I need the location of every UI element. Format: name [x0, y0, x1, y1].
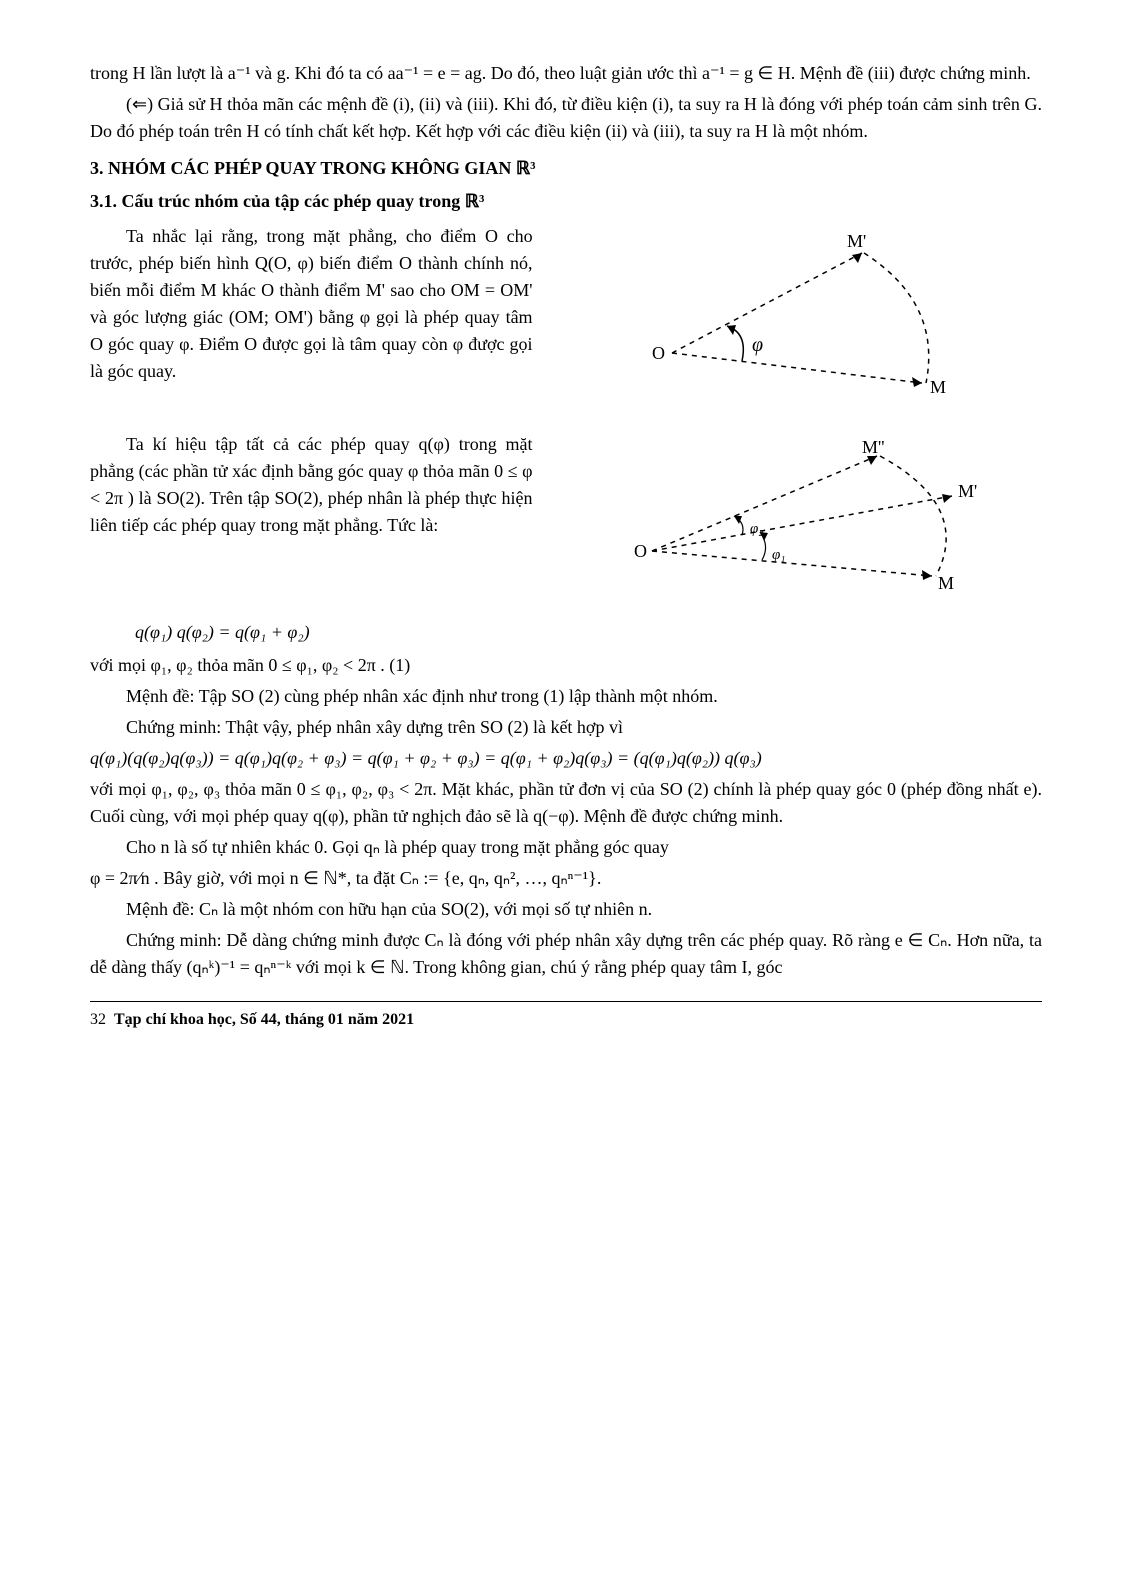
block1-text: Ta nhắc lại rằng, trong mặt phẳng, cho đ…	[90, 223, 533, 385]
page-footer: 32 Tạp chí khoa học, Số 44, tháng 01 năm…	[90, 1001, 1042, 1032]
equation-chain: q(φ₁)(q(φ₂)q(φ₃)) = q(φ₁)q(φ₂ + φ₃) = q(…	[90, 745, 1042, 772]
fig1-label-Mprime: M'	[847, 231, 866, 251]
block-1: Ta nhắc lại rằng, trong mặt phẳng, cho đ…	[90, 223, 1042, 423]
fig2-label-O: O	[634, 541, 647, 561]
fig2-label-Mpp: M''	[862, 437, 885, 457]
journal-title: Tạp chí khoa học, Số 44, tháng 01 năm 20…	[114, 1011, 414, 1028]
equation-1-tail: với mọi φ₁, φ₂ thỏa mãn 0 ≤ φ₁, φ₂ < 2π …	[90, 652, 1042, 679]
rotation-diagram-2: O M M' M'' φ₁ φ₂	[622, 431, 982, 611]
fig1-label-phi: φ	[752, 334, 763, 356]
block2-text: Ta kí hiệu tập tất cả các phép quay q(φ)…	[90, 431, 533, 539]
fig2-label-phi1: φ₁	[772, 547, 786, 563]
para-cn-eq: φ = 2π⁄n . Bây giờ, với mọi n ∈ ℕ*, ta đ…	[90, 865, 1042, 892]
fig1-label-O: O	[652, 343, 665, 363]
chungminh-1-body: với mọi φ₁, φ₂, φ₃ thỏa mãn 0 ≤ φ₁, φ₂, …	[90, 776, 1042, 830]
para-intro-1: trong H lần lượt là a⁻¹ và g. Khi đó ta …	[90, 60, 1042, 87]
menhde-1: Mệnh đề: Tập SO (2) cùng phép nhân xác đ…	[90, 683, 1042, 710]
rotation-diagram-1: O M M' φ	[642, 223, 962, 423]
chungminh-1-intro: Chứng minh: Thật vậy, phép nhân xây dựng…	[90, 714, 1042, 741]
fig2-label-phi2: φ₂	[750, 521, 764, 537]
chungminh-2: Chứng minh: Dễ dàng chứng minh được Cₙ l…	[90, 927, 1042, 981]
equation-1: q(φ₁) q(φ₂) = q(φ₁ + φ₂)	[90, 619, 1042, 646]
para-cn-intro: Cho n là số tự nhiên khác 0. Gọi qₙ là p…	[90, 834, 1042, 861]
block-2: Ta kí hiệu tập tất cả các phép quay q(φ)…	[90, 431, 1042, 611]
section-3-heading: 3. NHÓM CÁC PHÉP QUAY TRONG KHÔNG GIAN ℝ…	[90, 155, 1042, 182]
fig2-label-M: M	[938, 573, 954, 593]
fig1-label-M: M	[930, 377, 946, 397]
page-number: 32	[90, 1011, 106, 1028]
para-intro-2: (⇐) Giả sử H thỏa mãn các mệnh đề (i), (…	[90, 91, 1042, 145]
menhde-2: Mệnh đề: Cₙ là một nhóm con hữu hạn của …	[90, 896, 1042, 923]
section-3-1-heading: 3.1. Cấu trúc nhóm của tập các phép quay…	[90, 188, 1042, 215]
fig2-label-Mprime: M'	[958, 481, 977, 501]
